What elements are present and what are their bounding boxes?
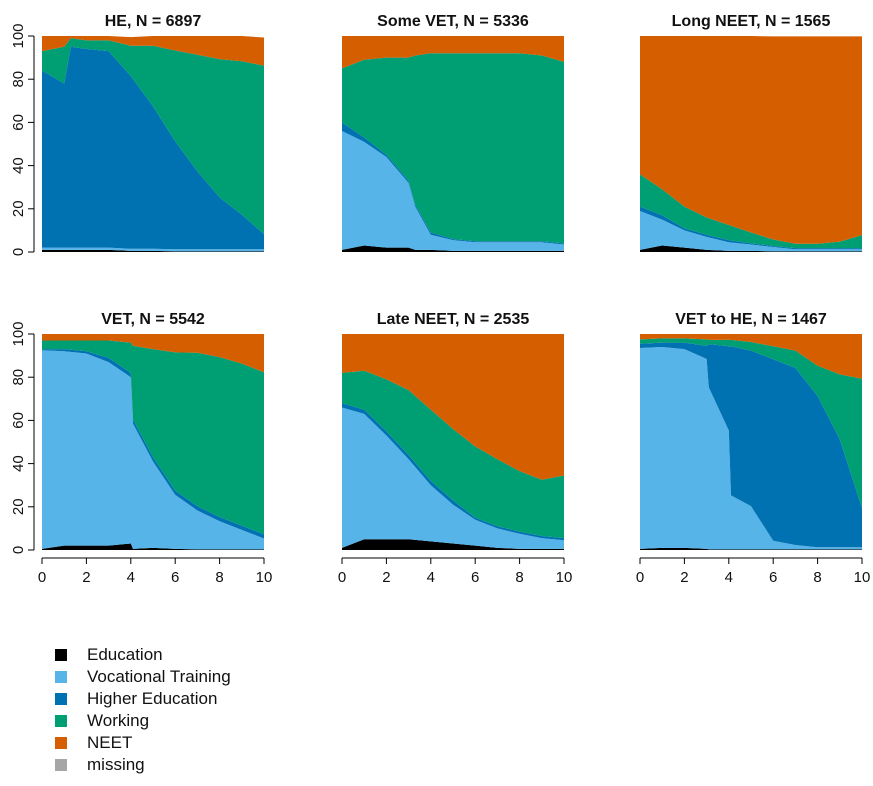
x-tick-label: 2 <box>82 569 90 586</box>
series-area-neet <box>640 334 862 379</box>
series-area-working <box>42 38 264 235</box>
series-area-education <box>342 245 564 252</box>
x-tick-label: 0 <box>38 569 46 586</box>
series-area-neet <box>42 334 264 373</box>
chart-panel-2: Some VET, N = 5336 <box>342 13 564 252</box>
series-area-vocational-training <box>640 210 862 252</box>
series-area-working <box>42 340 264 535</box>
chart-title: Some VET, N = 5336 <box>377 13 529 30</box>
series-area-neet <box>342 334 564 480</box>
legend-item-higher-education: Higher Education <box>55 688 231 710</box>
x-tick-label: 10 <box>256 569 273 586</box>
x-tick-label: 2 <box>382 569 390 586</box>
series-area-vocational-training <box>42 247 264 252</box>
series-area-working <box>342 370 564 539</box>
x-tick-label: 10 <box>556 569 573 586</box>
series-area-vocational-training <box>640 346 862 550</box>
series-area-neet <box>342 36 564 69</box>
legend-swatch <box>55 759 67 771</box>
y-tick-label: 0 <box>10 546 27 554</box>
y-tick-label: 60 <box>10 412 27 429</box>
chart-title: Long NEET, N = 1565 <box>672 13 831 30</box>
legend-item-working: Working <box>55 710 231 732</box>
chart-panel-3: Long NEET, N = 1565 <box>640 13 862 252</box>
chart-title: VET to HE, N = 1467 <box>675 311 827 328</box>
series-area-education <box>342 539 564 550</box>
legend-swatch <box>55 693 67 705</box>
chart-title: HE, N = 6897 <box>105 13 202 30</box>
series-area-working <box>342 53 564 244</box>
legend-swatch <box>55 715 67 727</box>
series-area-higher-education <box>640 342 862 548</box>
chart-panel-6: VET to HE, N = 1467 0 2 4 6 8 10 <box>636 311 871 586</box>
legend-item-education: Education <box>55 644 231 666</box>
legend-swatch <box>55 737 67 749</box>
y-tick-label: 60 <box>10 114 27 131</box>
x-tick-label: 6 <box>769 569 777 586</box>
y-tick-label: 100 <box>10 23 27 48</box>
legend-label: Vocational Training <box>87 667 231 686</box>
series-area-vocational-training <box>342 407 564 549</box>
x-tick-label: 2 <box>680 569 688 586</box>
y-tick-label: 80 <box>10 369 27 386</box>
x-tick-label: 6 <box>171 569 179 586</box>
x-tick-label: 4 <box>725 569 733 586</box>
series-area-working <box>640 338 862 509</box>
series-area-education <box>42 543 264 550</box>
legend-label: NEET <box>87 733 133 752</box>
y-tick-label: 100 <box>10 321 27 346</box>
x-tick-label: 0 <box>636 569 644 586</box>
chart-panel-5: Late NEET, N = 2535 0 2 4 6 8 10 <box>338 311 573 586</box>
y-tick-label: 80 <box>10 71 27 88</box>
y-tick-label: 40 <box>10 157 27 174</box>
x-tick-label: 10 <box>854 569 871 586</box>
legend-label: Education <box>87 645 163 664</box>
series-area-vocational-training <box>42 350 264 550</box>
x-tick-label: 4 <box>127 569 135 586</box>
chart-panel-4: VET, N = 5542 0 20 40 60 80 100 0 2 4 6 8 10 <box>10 311 272 586</box>
legend-label: Higher Education <box>87 689 218 708</box>
x-tick-label: 4 <box>427 569 435 586</box>
y-tick-label: 20 <box>10 200 27 217</box>
x-tick-label: 8 <box>215 569 223 586</box>
legend-label: Working <box>87 711 150 730</box>
y-tick-label: 0 <box>10 248 27 256</box>
series-area-education <box>640 245 862 252</box>
series-area-vocational-training <box>342 131 564 251</box>
x-tick-label: 6 <box>471 569 479 586</box>
y-tick-label: 40 <box>10 455 27 472</box>
legend-item-vocational-training: Vocational Training <box>55 666 231 688</box>
legend-item-neet: NEET <box>55 732 231 754</box>
legend: Education Vocational Training Higher Edu… <box>55 644 231 776</box>
series-area-neet <box>42 36 264 66</box>
chart-title: Late NEET, N = 2535 <box>377 311 530 328</box>
legend-swatch <box>55 671 67 683</box>
x-tick-label: 0 <box>338 569 346 586</box>
legend-label: missing <box>87 755 145 774</box>
series-area-working <box>640 174 862 249</box>
chart-title: VET, N = 5542 <box>101 311 205 328</box>
x-tick-label: 8 <box>515 569 523 586</box>
legend-item-missing: missing <box>55 754 231 776</box>
y-tick-label: 20 <box>10 498 27 515</box>
legend-swatch <box>55 649 67 661</box>
chart-panel-1: HE, N = 6897 0 20 40 60 80 100 <box>10 13 264 256</box>
x-tick-label: 8 <box>813 569 821 586</box>
series-area-neet <box>640 36 862 244</box>
series-area-higher-education <box>42 46 264 250</box>
